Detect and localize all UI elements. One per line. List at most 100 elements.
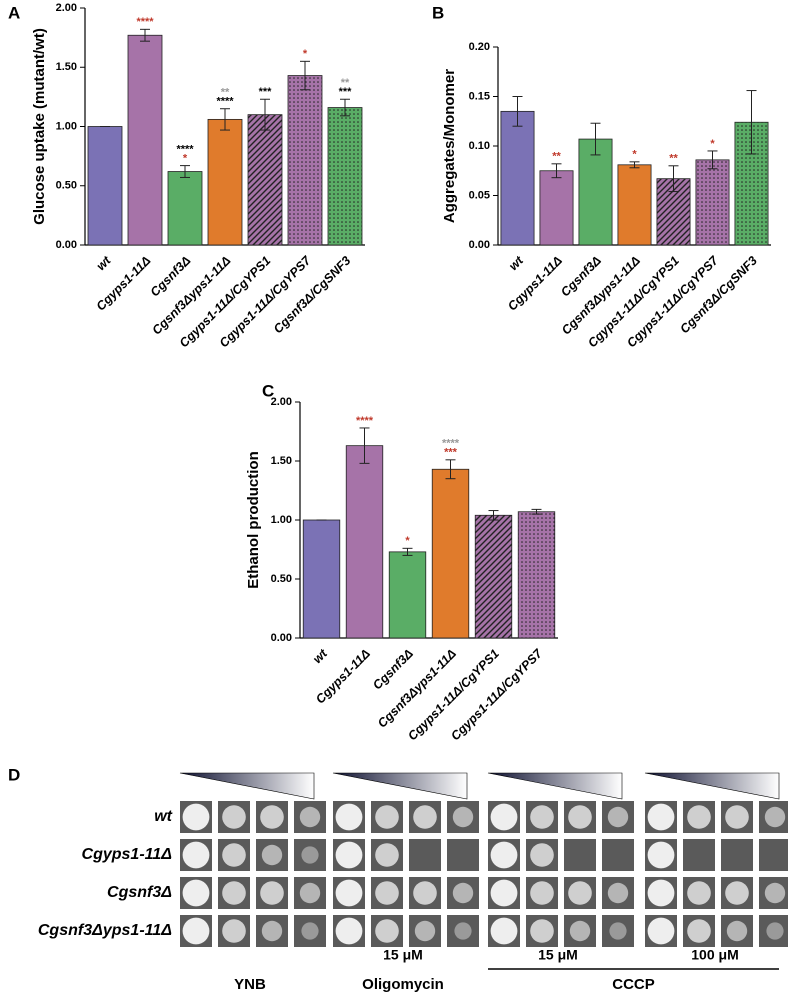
error-bar — [629, 161, 640, 169]
panel-label: D — [8, 765, 20, 784]
y-tick-label: 0.05 — [469, 189, 490, 201]
spot — [647, 917, 675, 945]
plate-cell — [409, 839, 441, 871]
spot — [375, 805, 399, 829]
spot — [222, 919, 246, 943]
plate-cell — [447, 839, 479, 871]
spot — [725, 805, 749, 829]
spot — [375, 843, 399, 867]
spot — [182, 803, 210, 831]
error-bar — [746, 90, 757, 155]
spot — [182, 841, 210, 869]
spot — [299, 806, 321, 828]
spot — [335, 879, 363, 907]
dilution-triangle — [487, 772, 623, 800]
error-bar — [300, 60, 310, 91]
spot — [609, 922, 627, 940]
spot — [222, 843, 246, 867]
spot — [335, 841, 363, 869]
plate-cell — [683, 839, 715, 871]
significance: ** — [552, 151, 561, 163]
bar — [167, 171, 203, 246]
spot — [607, 882, 629, 904]
y-tick-label: 0.15 — [469, 90, 490, 102]
row-label: Cgyps1-11Δ — [82, 846, 173, 863]
row-label: wt — [154, 808, 172, 825]
bar — [247, 114, 283, 246]
condition: YNB — [234, 976, 266, 993]
y-tick-label: 0.10 — [469, 140, 490, 152]
bar — [302, 519, 341, 639]
plate-cell — [759, 839, 788, 871]
y-tick-label: 0.00 — [56, 239, 77, 251]
spot — [569, 920, 591, 942]
bar — [474, 514, 513, 639]
x-tick-label: Cgsnf3Δ/CgSNF3 — [271, 254, 354, 337]
y-tick-label: 1.00 — [271, 514, 292, 526]
error-bar — [180, 165, 190, 178]
error-bar — [340, 98, 350, 117]
concentration: 15 μM — [383, 947, 423, 963]
error-bar — [220, 108, 230, 131]
significance: *** — [444, 447, 458, 459]
spot — [452, 882, 474, 904]
error-bar — [488, 510, 499, 521]
spot — [647, 841, 675, 869]
y-tick-label: 0.20 — [469, 41, 490, 53]
row-label: Cgsnf3Δyps1-11Δ — [38, 922, 172, 939]
significance: **** — [176, 144, 194, 156]
spot — [647, 803, 675, 831]
x-tick-label: wt — [506, 253, 526, 273]
significance: **** — [356, 415, 374, 427]
spot — [222, 805, 246, 829]
condition: Oligomycin — [362, 976, 444, 993]
spot — [413, 881, 437, 905]
significance: ** — [341, 77, 350, 89]
x-tick-label: Cgsnf3Δyps1-11Δ — [375, 647, 459, 731]
spot — [687, 805, 711, 829]
spot — [647, 879, 675, 907]
bar — [431, 468, 470, 639]
spot — [726, 920, 748, 942]
dilution-triangle — [332, 772, 468, 800]
y-tick-label: 2.00 — [271, 396, 292, 408]
spot — [530, 919, 554, 943]
bar — [517, 511, 556, 639]
spot — [260, 805, 284, 829]
plate-cell — [721, 839, 753, 871]
panel-label: A — [8, 3, 20, 22]
significance: **** — [442, 438, 460, 450]
y-tick-label: 0.00 — [469, 239, 490, 251]
significance: *** — [339, 86, 353, 98]
bar — [539, 170, 574, 246]
y-tick-label: 1.00 — [56, 120, 77, 132]
y-tick-label: 0.00 — [271, 632, 292, 644]
spot — [530, 881, 554, 905]
significance: * — [405, 535, 410, 547]
significance: * — [710, 138, 715, 150]
spot — [413, 805, 437, 829]
spot — [301, 846, 319, 864]
spot — [375, 881, 399, 905]
spot — [335, 917, 363, 945]
error-bar — [590, 122, 601, 156]
y-axis-label: Glucose uptake (mutant/wt) — [31, 28, 48, 225]
significance: ** — [669, 153, 678, 165]
error-bar — [551, 163, 562, 179]
spot — [261, 920, 283, 942]
error-bar — [512, 96, 523, 127]
bar — [327, 107, 363, 246]
y-tick-label: 0.50 — [271, 573, 292, 585]
spot — [725, 881, 749, 905]
spot — [452, 806, 474, 828]
spot — [764, 806, 786, 828]
y-tick-label: 1.50 — [56, 61, 77, 73]
significance: ** — [221, 87, 230, 99]
error-bar — [402, 547, 413, 556]
dilution-triangle — [179, 772, 315, 800]
spot — [335, 803, 363, 831]
panel-label: C — [262, 381, 274, 400]
error-bar — [668, 165, 679, 193]
spot — [687, 919, 711, 943]
